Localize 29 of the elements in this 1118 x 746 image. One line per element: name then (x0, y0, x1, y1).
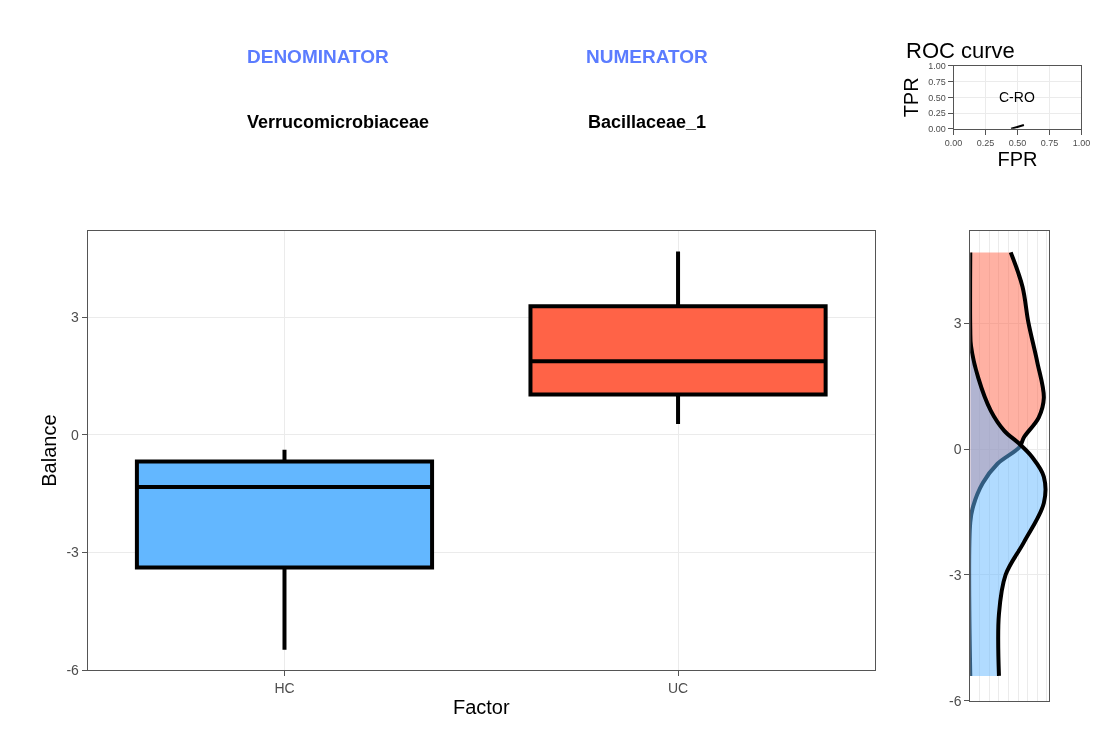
y-tick-label: -6 (949, 692, 962, 709)
annotation: C-RO (999, 89, 1035, 105)
text: DENOMINATOR (247, 46, 390, 67)
text: NUMERATOR (586, 46, 709, 67)
y-tick-label: 0 (71, 426, 80, 443)
chart-title: ROC curve (906, 38, 1015, 63)
x-tick-label: 1.00 (1072, 137, 1091, 148)
y-axis-title: Balance (37, 414, 60, 487)
x-axis-title: Factor (452, 695, 510, 718)
y-tick-label: -6 (66, 662, 80, 679)
text: Bacillaceae_1 (588, 112, 707, 132)
y-tick-label: -3 (66, 544, 80, 561)
y-tick-label: 0.25 (928, 108, 946, 119)
text: Verrucomicrobiaceae (247, 112, 430, 132)
y-tick-label: 3 (953, 315, 962, 332)
x-tick-label: 0.75 (1040, 137, 1059, 148)
x-tick-label: UC (667, 680, 689, 696)
y-tick-label: 0.50 (928, 92, 946, 103)
x-axis-title: FPR (997, 147, 1038, 170)
y-tick-label: 1.00 (928, 61, 946, 72)
y-tick-label: -3 (949, 566, 962, 583)
y-tick-label: 3 (71, 309, 80, 326)
x-tick-label: 0.50 (1008, 137, 1027, 148)
x-tick-label: HC (274, 680, 295, 696)
y-tick-label: 0.00 (928, 123, 946, 134)
y-tick-label: 0.75 (928, 76, 946, 87)
y-axis-title: TPR (899, 77, 922, 118)
x-tick-label: 0.25 (976, 137, 995, 148)
y-tick-label: 0 (953, 440, 962, 457)
